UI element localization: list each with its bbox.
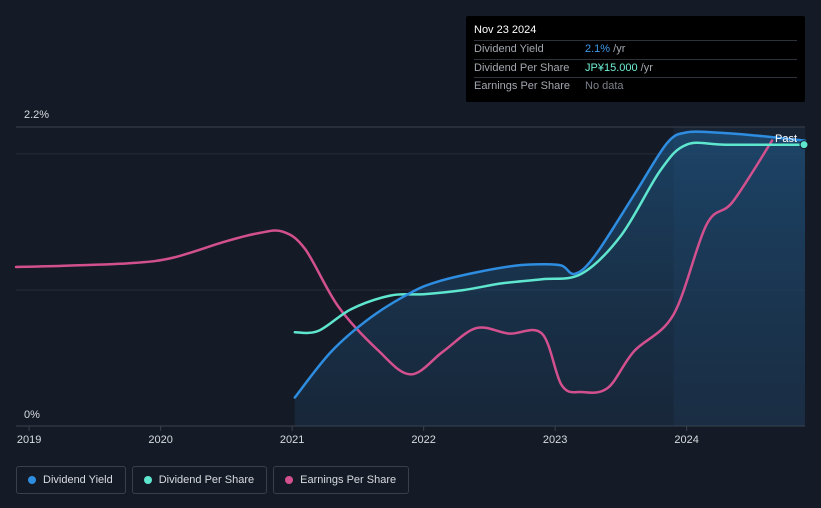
- x-tick-label: 2020: [148, 434, 172, 446]
- tooltip-panel: Nov 23 2024 Dividend Yield 2.1% /yr Divi…: [466, 16, 805, 102]
- legend-label: Dividend Yield: [43, 474, 113, 486]
- tooltip-value: 2.1%: [585, 43, 611, 55]
- legend-label: Dividend Per Share: [158, 474, 255, 486]
- dividend-per-share-end-marker: [799, 140, 809, 150]
- legend-dot-icon: [143, 476, 152, 484]
- legend-dot-icon: [285, 476, 294, 484]
- tooltip-value: JP¥15.000: [585, 61, 638, 74]
- legend-label: Earnings Per Share: [300, 474, 397, 486]
- y-tick-label-bottom: 0%: [24, 409, 40, 421]
- tooltip-label: Dividend Yield: [474, 43, 544, 55]
- legend-item-earnings-per-share[interactable]: Earnings Per Share: [273, 466, 410, 494]
- x-tick-label: 2022: [411, 434, 435, 446]
- legend: Dividend Yield Dividend Per Share Earnin…: [16, 466, 415, 494]
- x-tick-label: 2023: [543, 434, 567, 446]
- legend-dot-icon: [28, 476, 36, 484]
- y-tick-label-top: 2.2%: [24, 109, 49, 121]
- legend-item-dividend-per-share[interactable]: Dividend Per Share: [131, 466, 268, 494]
- tooltip-row-dividend-yield: Dividend Yield 2.1% /yr: [474, 41, 797, 60]
- tooltip-date: Nov 23 2024: [474, 16, 797, 41]
- tooltip-label: Dividend Per Share: [474, 61, 570, 74]
- x-tick-label: 2019: [17, 434, 41, 446]
- tooltip-row-dividend-per-share: Dividend Per Share JP¥15.000 /yr: [474, 60, 797, 78]
- tooltip-unit: /yr: [637, 61, 653, 74]
- tooltip-label: Earnings Per Share: [474, 80, 570, 92]
- tooltip-value: No data: [585, 80, 624, 92]
- x-tick-label: 2021: [280, 434, 304, 446]
- earnings-per-share-line: [14, 139, 774, 394]
- dividend-per-share-line: [293, 141, 807, 335]
- past-label: Past: [775, 133, 797, 145]
- dividend-yield-line: [293, 130, 807, 399]
- x-tick-label: 2024: [674, 434, 698, 446]
- tooltip-unit: /yr: [610, 43, 626, 55]
- tooltip-row-earnings-per-share: Earnings Per Share No data: [474, 78, 797, 96]
- legend-item-dividend-yield[interactable]: Dividend Yield: [16, 466, 126, 494]
